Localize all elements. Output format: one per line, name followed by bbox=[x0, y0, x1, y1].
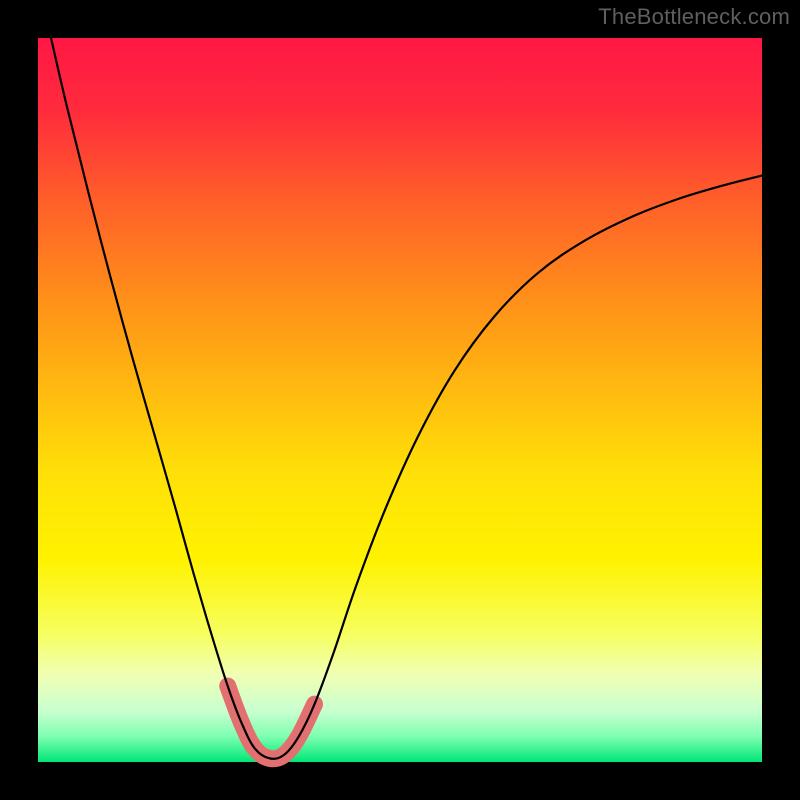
chart-frame: TheBottleneck.com bbox=[0, 0, 800, 800]
plot-background bbox=[38, 38, 762, 762]
watermark-text: TheBottleneck.com bbox=[598, 4, 790, 30]
bottleneck-chart bbox=[0, 0, 800, 800]
